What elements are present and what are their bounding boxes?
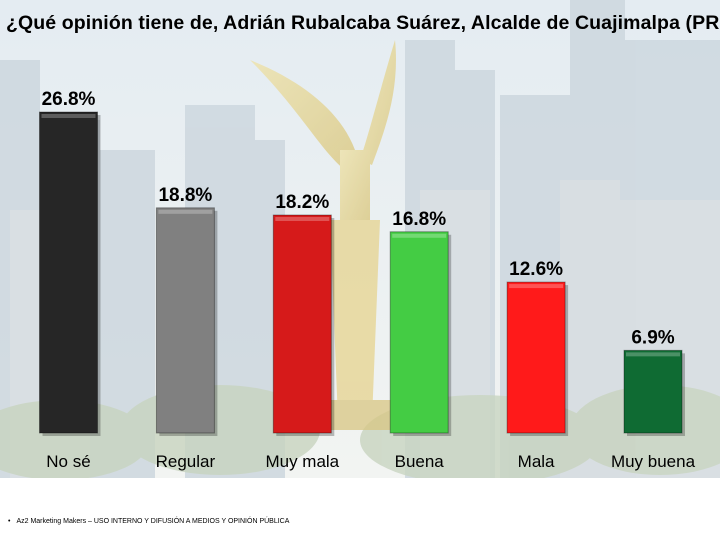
- bar-muy-mala: [272, 214, 332, 434]
- value-label: 26.8%: [42, 89, 96, 110]
- bar-mala: [506, 281, 566, 434]
- value-label: 6.9%: [631, 327, 674, 348]
- bar-highlight: [509, 284, 564, 289]
- footer-text: Az2 Marketing Makers – USO INTERNO Y DIF…: [16, 518, 290, 525]
- bar-highlight: [626, 352, 680, 357]
- bar-regular: [155, 207, 215, 434]
- bars-layer: 26.8% No sé 18.8% Regular 18.2% Muy mala 16.8%…: [39, 89, 696, 471]
- category-label: No sé: [46, 452, 90, 471]
- bullet-icon: •: [8, 518, 11, 525]
- value-label: 16.8%: [392, 209, 446, 230]
- bar-highlight: [41, 114, 96, 118]
- bar-highlight: [392, 233, 447, 238]
- footer-note: • Az2 Marketing Makers – USO INTERNO Y DI…: [8, 518, 289, 530]
- bar-chart: 26.8% No sé 18.8% Regular 18.2% Muy mala 16.8%…: [39, 89, 696, 471]
- category-label: Regular: [156, 452, 216, 471]
- bar-highlight: [275, 217, 330, 222]
- category-label: Muy mala: [265, 452, 339, 471]
- value-label: 12.6%: [509, 259, 563, 280]
- bar-no-se: [39, 111, 98, 434]
- page-title: ¿Qué opinión tiene de, Adrián Rubalcaba …: [6, 12, 720, 34]
- category-label: Buena: [395, 452, 445, 471]
- bar-buena: [389, 231, 449, 434]
- value-label: 18.2%: [275, 192, 329, 213]
- category-label: Muy buena: [611, 452, 696, 471]
- bar-highlight: [158, 209, 213, 214]
- category-label: Mala: [518, 452, 555, 471]
- value-label: 18.8%: [158, 185, 212, 206]
- bar-muy-buena: [623, 349, 683, 434]
